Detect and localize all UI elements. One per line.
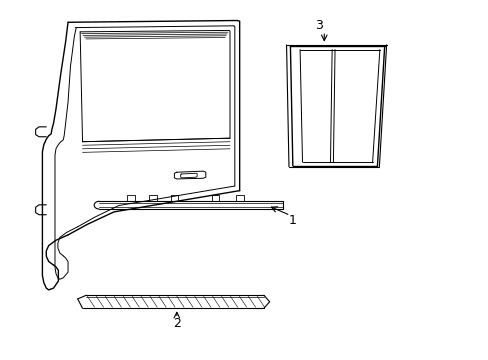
Text: 3: 3 <box>315 19 323 32</box>
Text: 1: 1 <box>288 214 296 227</box>
Text: 2: 2 <box>173 317 181 330</box>
